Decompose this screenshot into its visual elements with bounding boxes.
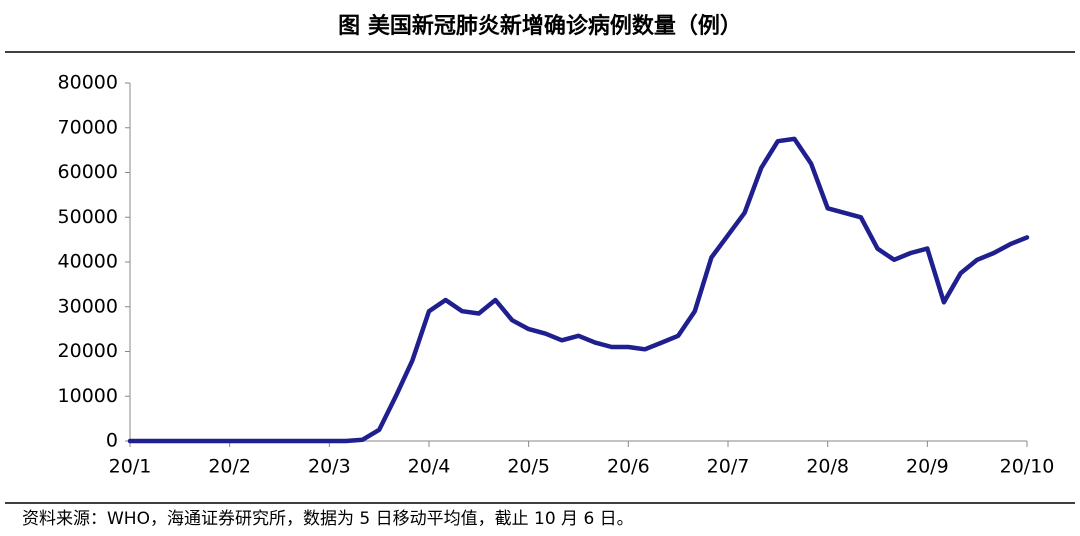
x-tick-label: 20/1 [109,456,152,478]
y-tick-label: 50000 [58,206,118,228]
source-note: 资料来源：WHO，海通证券研究所，数据为 5 日移动平均值，截止 10 月 6 … [22,509,634,529]
x-tick-label: 20/3 [308,456,351,478]
x-tick-label: 20/7 [707,456,750,478]
data-line [127,136,1030,444]
x-tick-label: 20/8 [806,456,849,478]
y-tick-label: 70000 [58,116,118,138]
x-tick-label: 20/6 [607,456,650,478]
x-tick-label: 20/5 [507,456,550,478]
y-tick-label: 80000 [58,72,118,94]
y-tick-label: 40000 [58,251,118,273]
y-tick-label: 10000 [58,385,118,407]
x-tick-label: 20/2 [208,456,251,478]
chart-title: 图 美国新冠肺炎新增确诊病例数量（例） [338,13,742,39]
y-tick-label: 20000 [58,340,118,362]
x-tick-label: 20/10 [1000,456,1055,478]
y-tick-label: 60000 [58,161,118,183]
y-tick-label: 0 [106,430,118,452]
x-tick-label: 20/9 [906,456,949,478]
x-tick-label: 20/4 [408,456,451,478]
y-tick-label: 30000 [58,295,118,317]
